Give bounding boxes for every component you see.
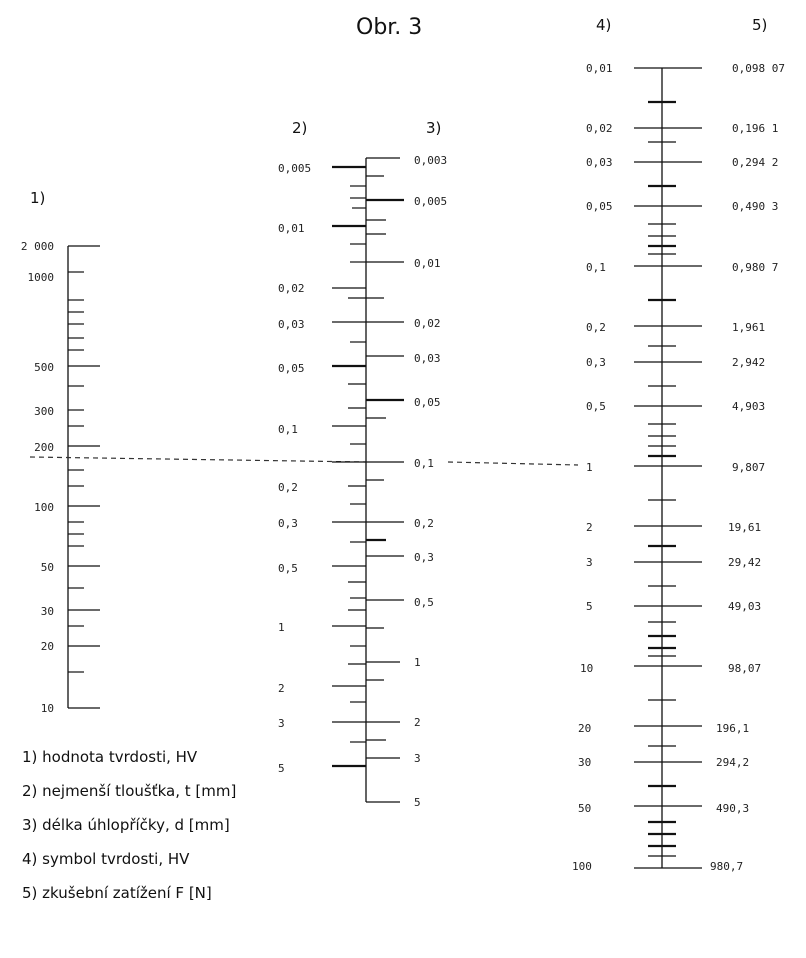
scale-5-label: 29,42 <box>728 556 761 569</box>
scale-3-label: 0,03 <box>414 352 441 365</box>
scale-4-label: 0,3 <box>586 356 606 369</box>
scale-5-label: 9,807 <box>732 461 765 474</box>
scale-3-label: 0,05 <box>414 396 441 409</box>
scale-5-labels: 0,098 07 0,196 1 0,294 2 0,490 3 0,980 7… <box>710 62 785 873</box>
figure-title: Obr. 3 <box>356 15 422 40</box>
scale-2-label: 0,02 <box>278 282 305 295</box>
scale-5-header: 5) <box>752 16 767 34</box>
scale-4-header: 4) <box>596 16 611 34</box>
scale-2-label: 0,05 <box>278 362 305 375</box>
legend-item: 3) délka úhlopříčky, d [mm] <box>22 816 230 834</box>
scale-4-label: 1 <box>586 461 593 474</box>
scale-45-ticks <box>634 67 702 869</box>
legend-item: 5) zkušební zatížení F [N] <box>22 884 212 902</box>
scale-3-header: 3) <box>426 119 441 137</box>
scale-2-label: 2 <box>278 682 285 695</box>
scale-5-label: 0,294 2 <box>732 156 778 169</box>
scale-2-label: 3 <box>278 717 285 730</box>
scale-5-label: 98,07 <box>728 662 761 675</box>
scale-1-label: 500 <box>34 361 54 374</box>
scale-2-label: 5 <box>278 762 285 775</box>
scale-1-ticks <box>68 245 100 709</box>
legend-item: 2) nejmenší tloušťka, t [mm] <box>22 782 237 800</box>
scale-4-label: 0,1 <box>586 261 606 274</box>
scale-1-label: 1000 <box>28 271 55 284</box>
scale-2-header: 2) <box>292 119 307 137</box>
scale-3-label: 2 <box>414 716 421 729</box>
scale-3-labels: 0,003 0,005 0,01 0,02 0,03 0,05 0,1 0,2 … <box>414 154 447 809</box>
scale-1-label: 300 <box>34 405 54 418</box>
scale-4-label: 0,5 <box>586 400 606 413</box>
scale-2-label: 0,005 <box>278 162 311 175</box>
scale-2-label: 0,01 <box>278 222 305 235</box>
scale-1-label: 200 <box>34 441 54 454</box>
scale-2-label: 0,1 <box>278 423 298 436</box>
scale-3-label: 0,01 <box>414 257 441 270</box>
scale-4-label: 5 <box>586 600 593 613</box>
scale-1-label: 10 <box>41 702 54 715</box>
scale-4-label: 0,02 <box>586 122 613 135</box>
scale-1-label: 20 <box>41 640 54 653</box>
scale-3-label: 0,005 <box>414 195 447 208</box>
scale-1-label: 50 <box>41 561 54 574</box>
scale-5-label: 0,980 7 <box>732 261 778 274</box>
scale-3-label: 0,3 <box>414 551 434 564</box>
scale-4-label: 2 <box>586 521 593 534</box>
scale-23-ticks <box>332 157 404 803</box>
scale-1-header: 1) <box>30 189 45 207</box>
legend-item: 1) hodnota tvrdosti, HV <box>22 748 198 766</box>
scale-4-label: 0,05 <box>586 200 613 213</box>
scale-3-label: 0,5 <box>414 596 434 609</box>
example-isoline <box>29 456 579 466</box>
scale-2-label: 0,5 <box>278 562 298 575</box>
scale-3-label: 5 <box>414 796 421 809</box>
scale-1-label: 100 <box>34 501 54 514</box>
scale-5-label: 49,03 <box>728 600 761 613</box>
scale-1-labels: 2 000 1000 500 300 200 100 50 30 20 10 <box>21 240 54 715</box>
scale-2-label: 0,03 <box>278 318 305 331</box>
scale-4-label: 0,01 <box>586 62 613 75</box>
scale-4-label: 30 <box>578 756 591 769</box>
scale-5-label: 294,2 <box>716 756 749 769</box>
scale-5-label: 196,1 <box>716 722 749 735</box>
scale-3-label: 1 <box>414 656 421 669</box>
scale-5-label: 490,3 <box>716 802 749 815</box>
scale-3-label: 0,003 <box>414 154 447 167</box>
scale-1-label: 30 <box>41 605 54 618</box>
scale-3-label: 3 <box>414 752 421 765</box>
scale-4-label: 10 <box>580 662 593 675</box>
scale-2-label: 1 <box>278 621 285 634</box>
scale-2-label: 0,3 <box>278 517 298 530</box>
scale-3-label: 0,1 <box>414 457 434 470</box>
scale-5-label: 0,490 3 <box>732 200 778 213</box>
scale-4-label: 3 <box>586 556 593 569</box>
scale-4-label: 20 <box>578 722 591 735</box>
scale-5-label: 0,196 1 <box>732 122 778 135</box>
scale-2-label: 0,2 <box>278 481 298 494</box>
scale-5-label: 1,961 <box>732 321 765 334</box>
scale-4-label: 0,03 <box>586 156 613 169</box>
scale-3-label: 0,2 <box>414 517 434 530</box>
scale-5-label: 4,903 <box>732 400 765 413</box>
scale-1-label: 2 000 <box>21 240 54 253</box>
scale-4-labels: 0,01 0,02 0,03 0,05 0,1 0,2 0,3 0,5 1 2 … <box>572 62 613 873</box>
legend: 1) hodnota tvrdosti, HV 2) nejmenší tlou… <box>22 748 236 918</box>
scale-2-labels: 0,005 0,01 0,02 0,03 0,05 0,1 0,2 0,3 0,… <box>278 162 311 775</box>
scale-4-label: 0,2 <box>586 321 606 334</box>
scale-5-label: 19,61 <box>728 521 761 534</box>
scale-4-label: 100 <box>572 860 592 873</box>
legend-item: 4) symbol tvrdosti, HV <box>22 850 190 868</box>
scale-5-label: 2,942 <box>732 356 765 369</box>
scale-3-label: 0,02 <box>414 317 441 330</box>
scale-4-label: 50 <box>578 802 591 815</box>
scale-5-label: 0,098 07 <box>732 62 785 75</box>
scale-5-label: 980,7 <box>710 860 743 873</box>
